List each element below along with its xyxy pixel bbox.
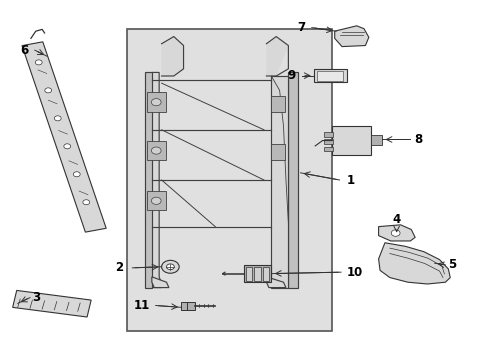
Circle shape: [151, 147, 161, 154]
Polygon shape: [271, 76, 288, 288]
Polygon shape: [334, 26, 368, 46]
Bar: [271, 96, 285, 112]
Circle shape: [151, 197, 161, 204]
Text: 7: 7: [297, 21, 305, 34]
Polygon shape: [331, 126, 370, 155]
Text: 10: 10: [346, 266, 363, 279]
Polygon shape: [378, 225, 414, 241]
Bar: [313, 69, 346, 82]
Bar: [147, 92, 165, 112]
Polygon shape: [13, 291, 91, 317]
Polygon shape: [161, 37, 183, 76]
Polygon shape: [288, 72, 298, 288]
Text: 9: 9: [287, 69, 295, 82]
Bar: [262, 267, 268, 281]
Text: 1: 1: [346, 174, 354, 186]
Bar: [324, 132, 332, 137]
Bar: [254, 267, 260, 281]
Circle shape: [82, 200, 89, 205]
Text: 4: 4: [392, 212, 400, 226]
Bar: [316, 71, 343, 81]
Polygon shape: [22, 42, 106, 232]
Polygon shape: [378, 243, 449, 284]
Text: 8: 8: [413, 133, 422, 146]
Circle shape: [161, 260, 179, 273]
Circle shape: [390, 230, 399, 236]
Text: 2: 2: [115, 261, 123, 274]
Bar: [147, 140, 165, 160]
Text: 11: 11: [133, 299, 150, 312]
Bar: [127, 30, 331, 330]
Bar: [271, 144, 285, 160]
Circle shape: [151, 99, 161, 106]
Circle shape: [45, 88, 52, 93]
Text: 5: 5: [447, 258, 456, 271]
Circle shape: [35, 60, 42, 65]
Polygon shape: [266, 37, 288, 76]
Bar: [324, 139, 332, 144]
Text: 6: 6: [20, 44, 29, 57]
Bar: [245, 267, 252, 281]
Bar: [181, 302, 194, 310]
Polygon shape: [144, 72, 152, 288]
Bar: [147, 191, 165, 211]
Circle shape: [73, 172, 80, 177]
Polygon shape: [152, 72, 161, 288]
Bar: [370, 135, 381, 145]
Circle shape: [166, 264, 174, 270]
Bar: [324, 147, 332, 151]
Polygon shape: [152, 277, 168, 288]
Polygon shape: [266, 277, 285, 288]
Bar: [244, 265, 271, 282]
Circle shape: [64, 144, 71, 149]
Circle shape: [54, 116, 61, 121]
Text: 3: 3: [32, 291, 41, 304]
